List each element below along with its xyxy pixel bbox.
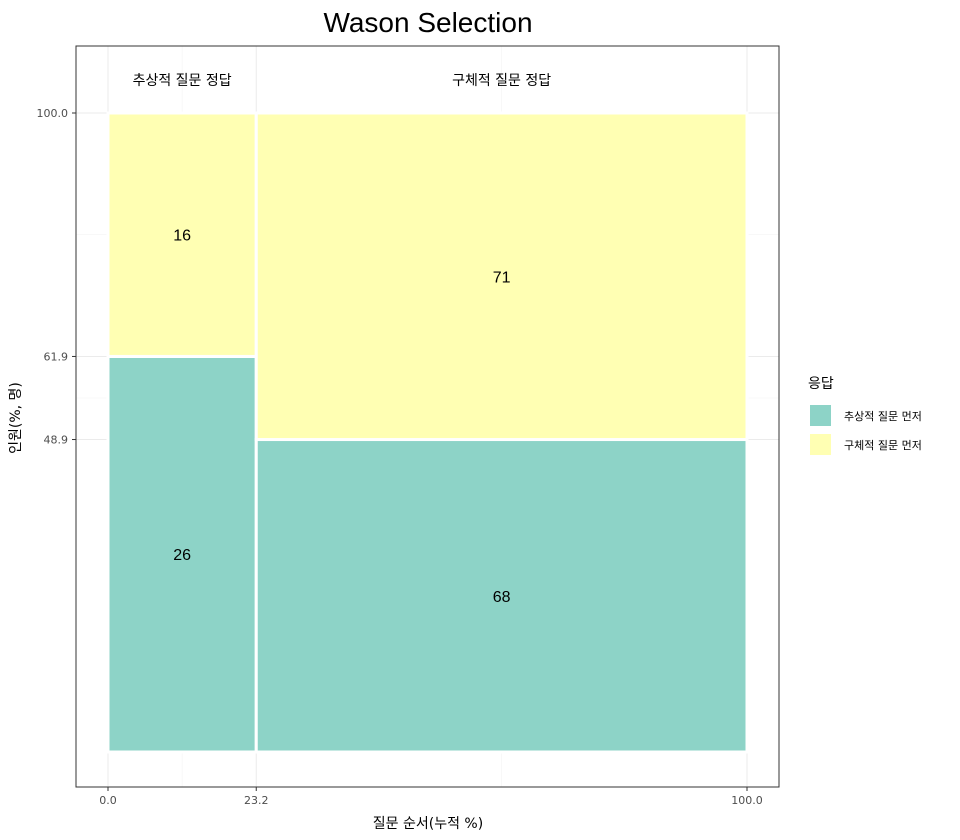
- axis-ticks: 0.0 23.2 100.0 48.9 61.9 100.0: [37, 107, 763, 807]
- column-labels: 추상적 질문 정답 구체적 질문 정답: [133, 73, 552, 89]
- column-label: 구체적 질문 정답: [452, 73, 551, 89]
- legend-title: 응답: [808, 376, 834, 392]
- mosaic-cell: [106, 111, 258, 358]
- mosaic-cell: [254, 111, 749, 442]
- legend-swatch: [810, 405, 831, 426]
- cells-layer: 26 16 68 71: [106, 111, 749, 754]
- legend-label: 추상적 질문 먼저: [844, 410, 922, 423]
- legend-label: 구체적 질문 먼저: [844, 439, 922, 452]
- panel-border: [75, 45, 780, 788]
- y-tick-label: 48.9: [44, 434, 69, 447]
- cell-count-label: 16: [173, 228, 191, 245]
- chart-title: Wason Selection: [323, 7, 532, 38]
- x-tick-label: 0.0: [99, 794, 117, 807]
- x-tick-label: 23.2: [244, 794, 269, 807]
- cell-count-label: 71: [493, 269, 511, 286]
- cell-count-label: 68: [493, 589, 511, 606]
- legend-swatch: [810, 434, 831, 455]
- mosaic-cell: [254, 438, 749, 754]
- y-tick-label: 100.0: [37, 107, 69, 120]
- column-label: 추상적 질문 정답: [133, 73, 232, 89]
- y-axis-title: 인원(%, 명): [8, 382, 24, 454]
- cell-count-label: 26: [173, 547, 191, 564]
- y-tick-label: 61.9: [44, 350, 69, 363]
- x-tick-label: 100.0: [731, 794, 763, 807]
- x-axis-title: 질문 순서(누적 %): [373, 816, 483, 832]
